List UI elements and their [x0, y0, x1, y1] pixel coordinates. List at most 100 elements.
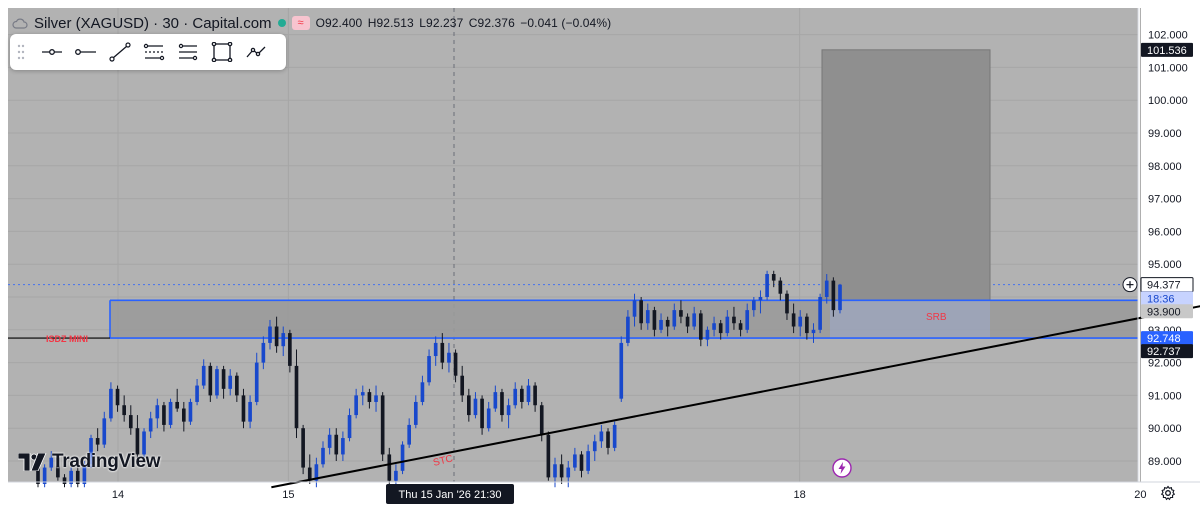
candle	[453, 349, 458, 383]
candle-body	[387, 454, 392, 481]
price-axis[interactable]: 89.00090.00091.00092.00093.00094.00095.0…	[1148, 30, 1188, 468]
candle	[712, 316, 716, 337]
y-tick-label: 96.000	[1148, 226, 1182, 238]
candle-body	[811, 329, 816, 334]
candle-body	[281, 333, 286, 347]
candle	[811, 323, 816, 343]
candle	[546, 431, 551, 481]
candle	[109, 382, 113, 422]
settings-gear-icon[interactable]	[1160, 485, 1176, 501]
candle-body	[705, 329, 710, 340]
horizontal-ray-tool[interactable]	[70, 38, 102, 66]
candle	[785, 290, 789, 320]
candle	[460, 365, 465, 402]
candle	[327, 428, 332, 455]
candle	[698, 310, 703, 347]
candle-body	[831, 280, 836, 311]
trend-line-tool[interactable]	[104, 38, 136, 66]
rectangle-tool[interactable]	[206, 38, 238, 66]
candle-body	[413, 401, 418, 425]
candle-body	[155, 405, 160, 419]
candle-body	[791, 313, 796, 327]
parallel-channel-tool[interactable]	[138, 38, 170, 66]
candle	[533, 382, 537, 412]
candle	[705, 326, 710, 347]
candle-body	[513, 388, 518, 406]
time-axis[interactable]: 141518202122Thu 15 Jan '26 21:30	[112, 484, 1200, 504]
candle	[228, 369, 233, 396]
candle	[592, 434, 597, 461]
candle	[413, 395, 418, 429]
candle-body	[725, 316, 730, 334]
trend-line[interactable]	[271, 298, 1200, 489]
y-tick-label: 100.000	[1148, 95, 1188, 107]
candle-body	[36, 461, 40, 484]
target-box-label: SRB	[926, 312, 947, 323]
y-tick-label: 101.000	[1148, 62, 1188, 74]
candle	[559, 454, 564, 484]
candle-body	[460, 375, 465, 396]
candle	[49, 451, 54, 471]
drag-handle-icon[interactable]	[16, 42, 26, 62]
candle-body	[467, 395, 471, 416]
candle-body	[380, 395, 385, 455]
x-tick-label: 20	[1134, 489, 1146, 501]
price-label-bg	[1141, 344, 1193, 359]
compare-badge[interactable]: ≈	[291, 16, 310, 30]
candle-series	[36, 270, 842, 488]
candle-body	[354, 395, 358, 416]
horizontal-line-tool[interactable]	[36, 38, 68, 66]
candle	[831, 277, 836, 317]
candle-body	[679, 310, 683, 317]
crosshair-time-bg	[386, 484, 514, 504]
candle	[500, 388, 504, 422]
candle	[195, 379, 199, 406]
candle	[254, 352, 259, 406]
candle	[334, 428, 339, 461]
target-box[interactable]	[821, 49, 991, 301]
candle-body	[181, 408, 186, 422]
candle-body	[341, 438, 345, 455]
candle	[380, 392, 385, 461]
candle-body	[685, 316, 690, 327]
tradingview-logo[interactable]: TradingView	[18, 451, 161, 473]
symbol-title[interactable]: Silver (XAGUSD) · 30 · Capital.com	[34, 14, 272, 32]
parallel-channel-icon	[143, 43, 165, 61]
candle	[685, 313, 690, 334]
candle-body	[288, 333, 292, 366]
candle	[447, 342, 451, 373]
candle	[181, 401, 186, 432]
candle-body	[95, 438, 100, 445]
fib-retracement-tool[interactable]	[172, 38, 204, 66]
candle	[354, 388, 358, 419]
candle-body	[294, 365, 299, 429]
candle	[248, 395, 252, 429]
candle	[732, 306, 736, 330]
candle	[778, 277, 783, 301]
candle-body	[692, 313, 697, 327]
candle-body	[162, 405, 166, 425]
add-alert-icon[interactable]	[1122, 277, 1138, 293]
lightning-icon[interactable]	[832, 458, 852, 478]
y-tick-label: 98.000	[1148, 161, 1182, 173]
candle-body	[506, 405, 511, 416]
candle-body	[539, 405, 544, 435]
price-label: 101.536	[1141, 42, 1193, 57]
drawing-boxes	[8, 49, 1138, 339]
candle-body	[109, 388, 113, 419]
price-label: 92.748	[1141, 331, 1193, 346]
candle-body	[221, 369, 226, 389]
candle	[148, 411, 153, 439]
candle	[62, 474, 67, 488]
path-tool[interactable]	[240, 38, 272, 66]
candle	[579, 451, 584, 478]
candle	[765, 270, 769, 301]
candle-body	[89, 438, 93, 465]
candle-body	[62, 477, 67, 484]
tradingview-logo-icon	[18, 453, 47, 471]
candle	[427, 349, 431, 386]
candle-body	[718, 323, 723, 334]
candle-body	[374, 395, 378, 402]
candle	[360, 385, 365, 406]
